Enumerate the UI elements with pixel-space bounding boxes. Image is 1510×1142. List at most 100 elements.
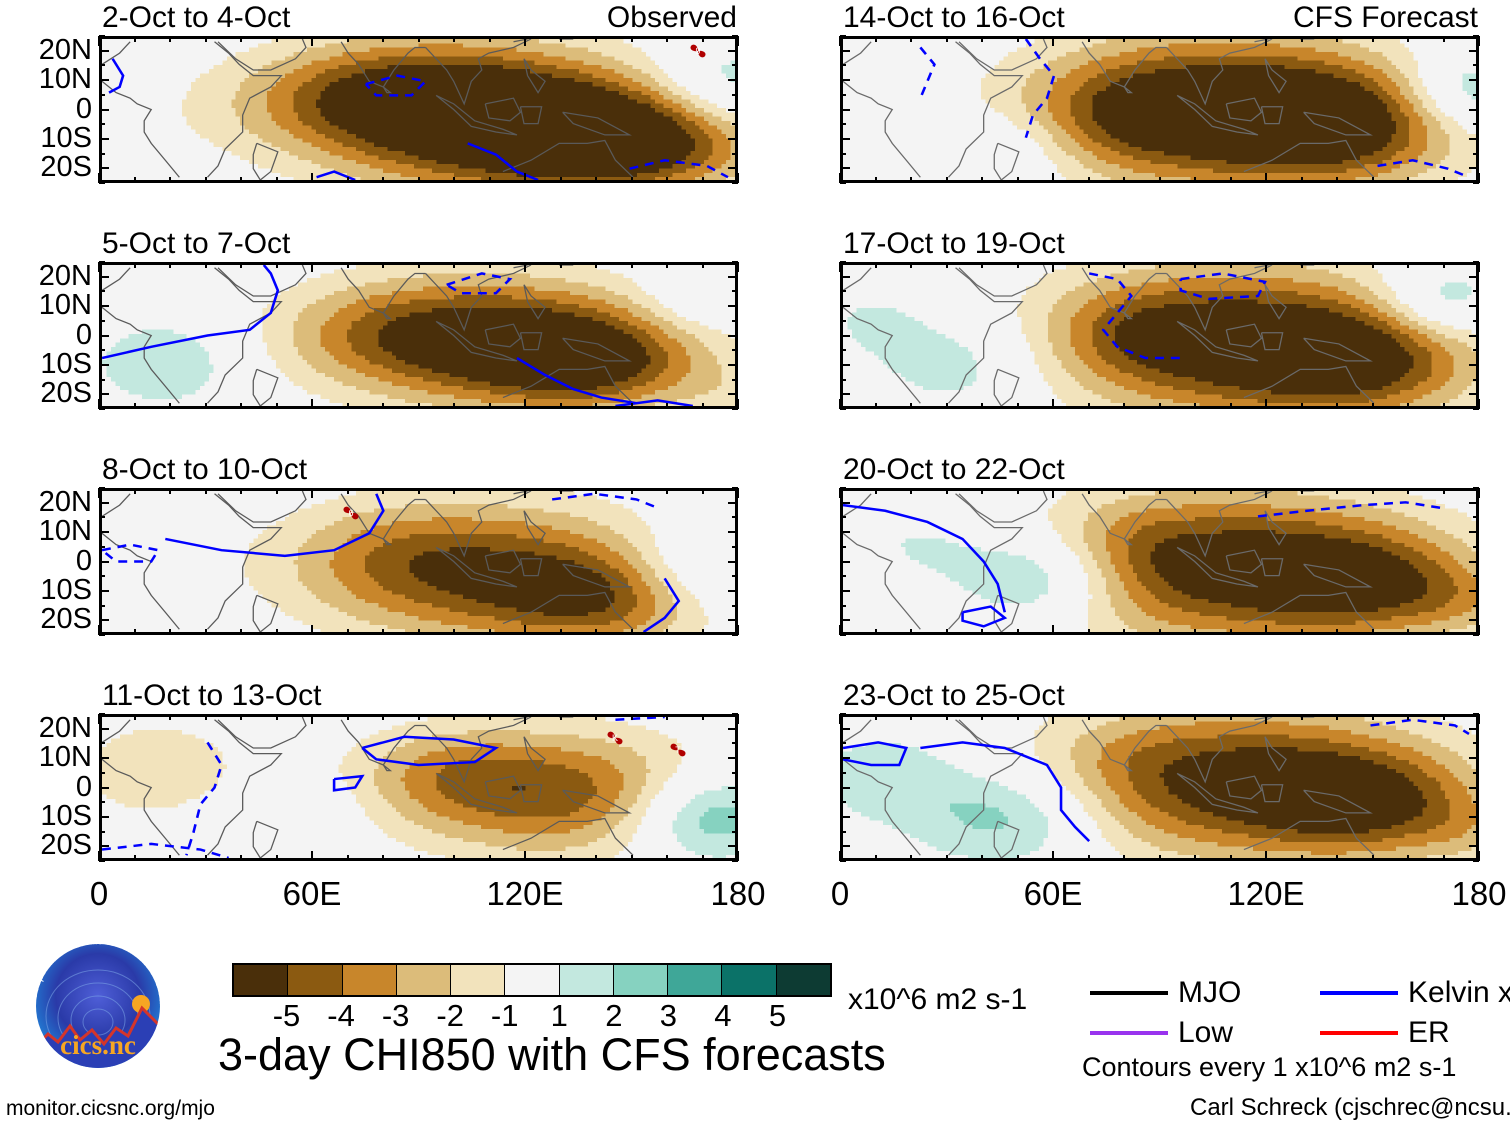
x-tick: [874, 403, 877, 409]
x-tick: [1123, 262, 1125, 268]
x-tick: [346, 855, 349, 861]
x-tick: [417, 177, 420, 183]
x-tick: [1052, 488, 1054, 498]
y-tick: [1473, 349, 1479, 352]
x-tick: [204, 488, 207, 494]
x-tick: [874, 629, 877, 635]
kelvin-wave-contours: [1088, 272, 1267, 360]
y-tick: [732, 152, 738, 155]
x-tick: [1478, 173, 1480, 183]
x-tick: [1229, 403, 1232, 409]
x-tick: [701, 855, 704, 861]
x-tick: [1442, 177, 1445, 183]
x-tick: [275, 629, 278, 635]
y-tick: [840, 531, 850, 534]
y-tick: [1473, 261, 1479, 263]
x-tick: [453, 855, 455, 861]
y-axis-label: 20S: [0, 379, 92, 408]
y-tick: [99, 604, 105, 607]
y-tick: [99, 182, 105, 184]
colorbar-tick: 4: [693, 1000, 753, 1031]
y-tick: [728, 619, 738, 622]
y-tick: [99, 152, 105, 155]
x-tick: [1016, 177, 1019, 183]
colorbar-segment: [342, 965, 397, 995]
y-tick: [1473, 35, 1479, 37]
y-axis-label: 20N: [0, 487, 92, 517]
x-axis-label: 60E: [993, 877, 1113, 910]
x-tick: [382, 36, 384, 42]
cicsnc-logo: Cooperative Institute for Climate and Sa…: [18, 942, 178, 1070]
x-tick: [1371, 36, 1374, 42]
contour-field: [843, 491, 1476, 632]
colorbar-tick: -3: [366, 1000, 426, 1031]
x-tick: [1229, 714, 1232, 720]
x-tick: [1016, 36, 1019, 42]
x-tick: [382, 403, 384, 409]
kelvin-wave-contours: [102, 265, 694, 406]
x-tick: [417, 488, 420, 494]
y-tick: [99, 334, 109, 337]
x-tick: [98, 399, 100, 409]
x-axis-label: 180: [1419, 877, 1510, 910]
x-tick: [1123, 714, 1125, 720]
y-tick: [840, 757, 850, 760]
y-tick: [1473, 93, 1479, 96]
colorbar-segment: [505, 965, 560, 995]
x-tick: [311, 714, 313, 724]
x-tick: [275, 855, 278, 861]
coastlines: [843, 717, 1375, 858]
panel-title: 11-Oct to 13-Oct: [102, 681, 322, 711]
x-tick: [417, 855, 420, 861]
x-tick: [204, 36, 207, 42]
x-tick: [666, 855, 668, 861]
y-tick: [840, 830, 846, 833]
x-tick: [98, 262, 100, 272]
x-tick: [98, 173, 100, 183]
y-tick: [728, 393, 738, 396]
site-url: monitor.cicsnc.org/mjo: [6, 1098, 215, 1119]
colorbar-segment: [776, 965, 830, 995]
x-tick: [1123, 36, 1125, 42]
x-tick: [133, 488, 136, 494]
x-tick: [630, 36, 633, 42]
y-tick: [840, 319, 846, 322]
x-tick: [910, 488, 912, 494]
x-tick: [874, 855, 877, 861]
x-tick: [453, 36, 455, 42]
x-tick: [945, 629, 948, 635]
column-header-observed: Observed: [607, 3, 737, 33]
y-tick: [732, 35, 738, 37]
x-tick: [910, 36, 912, 42]
y-tick: [1469, 363, 1479, 366]
colorbar-tick: 1: [529, 1000, 589, 1031]
coastlines: [102, 491, 634, 632]
contour-field: [843, 39, 1476, 180]
x-tick: [1407, 36, 1409, 42]
x-axis-label: 120E: [1206, 877, 1326, 910]
y-tick: [840, 575, 846, 578]
x-tick: [630, 177, 633, 183]
y-tick: [99, 531, 109, 534]
y-tick: [728, 334, 738, 337]
x-tick: [417, 403, 420, 409]
x-tick: [1194, 855, 1196, 861]
y-tick: [1469, 49, 1479, 52]
x-tick: [1478, 262, 1480, 272]
x-tick: [133, 629, 136, 635]
y-tick: [728, 786, 738, 789]
y-tick: [99, 363, 109, 366]
y-tick: [728, 108, 738, 111]
y-tick: [99, 261, 105, 263]
x-tick: [1371, 177, 1374, 183]
x-tick: [453, 714, 455, 720]
y-tick: [840, 93, 846, 96]
x-tick: [524, 714, 526, 724]
x-tick: [595, 714, 597, 720]
colorbar-segment: [613, 965, 669, 995]
x-tick: [910, 403, 912, 409]
y-tick: [99, 786, 109, 789]
x-tick: [133, 177, 136, 183]
x-tick: [311, 488, 313, 498]
y-tick: [840, 786, 850, 789]
